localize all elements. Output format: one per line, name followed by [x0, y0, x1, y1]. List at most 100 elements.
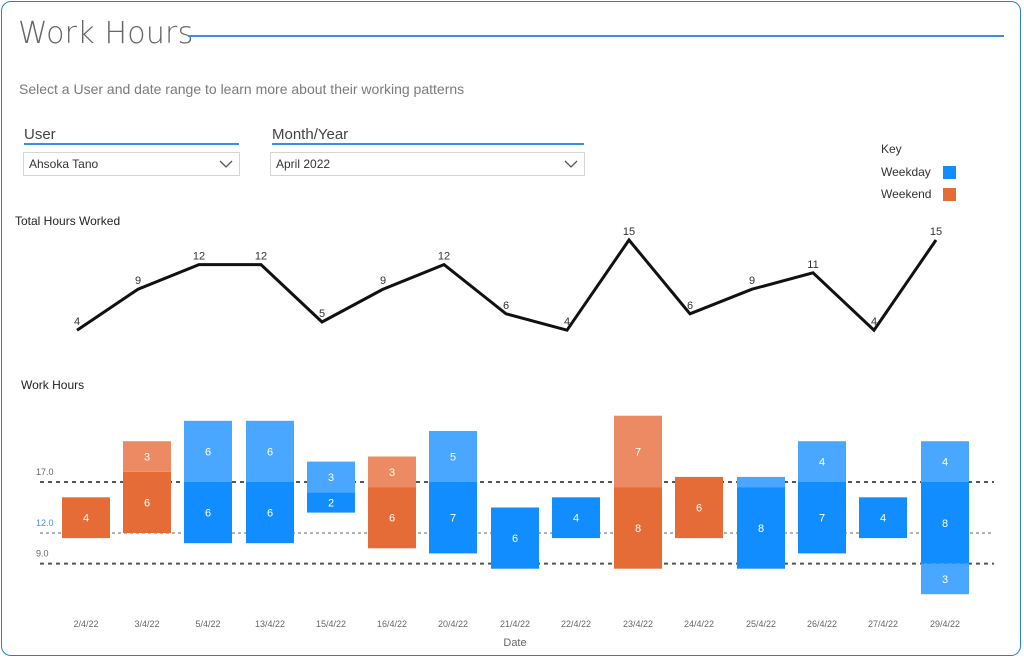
bar-segment-label: 7 [635, 446, 641, 458]
x-tick-label: 26/4/22 [807, 619, 837, 629]
x-tick-label: 27/4/22 [868, 619, 898, 629]
bar-segment-label: 4 [880, 513, 886, 525]
reference-line-label: 9.0 [36, 549, 49, 559]
month-select-value: April 2022 [276, 157, 331, 171]
bar-segment-label: 7 [450, 513, 456, 525]
bar-segment-label: 6 [696, 503, 702, 515]
x-tick-label: 3/4/22 [134, 619, 159, 629]
x-tick-label: 24/4/22 [684, 619, 714, 629]
bar-segment[interactable] [307, 492, 355, 513]
key-weekday-swatch [943, 166, 956, 179]
x-tick-label: 13/4/22 [255, 619, 285, 629]
bar-segment-label: 8 [942, 518, 948, 530]
user-select[interactable]: Ahsoka Tano [23, 152, 240, 176]
bar-segment[interactable] [246, 420, 294, 482]
line-data-label: 4 [871, 316, 877, 328]
bar-segment[interactable] [921, 563, 969, 595]
x-tick-label: 21/4/22 [500, 619, 530, 629]
bar-segment[interactable] [798, 482, 846, 554]
bar-segment[interactable] [552, 497, 600, 539]
bar-segment[interactable] [921, 441, 969, 482]
key-weekend: Weekend [881, 187, 931, 201]
key-weekend-swatch [943, 188, 956, 201]
bar-segment-label: 4 [942, 457, 948, 469]
total-hours-title: Total Hours Worked [15, 214, 121, 228]
bar-segment[interactable] [62, 497, 110, 539]
line-data-label: 9 [380, 275, 386, 287]
line-data-label: 5 [319, 308, 325, 320]
total-hours-line [76, 237, 938, 333]
bar-segment[interactable] [123, 471, 171, 533]
bar-segment-label: 7 [819, 513, 825, 525]
bar-segment[interactable] [368, 487, 416, 549]
x-tick-label: 2/4/22 [73, 619, 98, 629]
bar-segment[interactable] [123, 441, 171, 472]
bar-segment-label: 4 [83, 513, 89, 525]
bar-segment[interactable] [859, 497, 907, 539]
bar-segment-label: 3 [144, 452, 150, 464]
bar-segment-label: 4 [819, 457, 825, 469]
line-data-label: 12 [438, 251, 450, 263]
bar-segment-label: 8 [635, 523, 641, 535]
bar-segment[interactable] [675, 476, 723, 539]
user-select-value: Ahsoka Tano [29, 157, 99, 171]
key-weekday-label: Weekday [881, 165, 931, 179]
bar-segment[interactable] [798, 441, 846, 482]
bar-segment[interactable] [246, 482, 294, 544]
bar-segment[interactable] [491, 507, 539, 569]
bar-segment[interactable] [429, 482, 477, 554]
bar-segment[interactable] [368, 456, 416, 488]
user-filter-label: User [24, 126, 56, 143]
bar-segment-label: 6 [512, 533, 518, 545]
bar-segment[interactable] [614, 415, 662, 488]
bar-segment[interactable] [184, 420, 232, 482]
x-tick-label: 16/4/22 [377, 619, 407, 629]
total-hours-line-chart: 4 9 12 12 5 9 12 6 4 15 6 9 11 4 15 [74, 226, 942, 333]
month-select[interactable]: April 2022 [270, 152, 585, 176]
work-hours-title: Work Hours [21, 378, 85, 392]
month-filter-underline [272, 143, 584, 145]
line-data-label: 4 [564, 316, 570, 328]
line-data-label: 9 [749, 275, 755, 287]
key-weekend-label: Weekend [881, 187, 932, 201]
line-data-label: 15 [930, 226, 942, 238]
line-data-label: 9 [135, 275, 141, 287]
bar-segment[interactable] [184, 482, 232, 544]
x-tick-label: 29/4/22 [930, 619, 960, 629]
bar-segment-label: 3 [328, 472, 334, 484]
line-data-label: 15 [623, 226, 635, 238]
bar-segment[interactable] [921, 482, 969, 564]
chevron-down-icon [564, 160, 578, 168]
bar-segment[interactable] [429, 431, 477, 482]
x-tick-label: 22/4/22 [561, 619, 591, 629]
reference-line-label: 12.0 [36, 518, 54, 528]
bar-segment-label: 6 [205, 446, 211, 458]
bar-segment[interactable] [737, 487, 785, 569]
line-data-label: 4 [74, 316, 80, 328]
x-tick-label: 25/4/22 [746, 619, 776, 629]
bar-segment-label: 6 [389, 513, 395, 525]
bar-segment-label: 4 [573, 513, 579, 525]
x-tick-label: 23/4/22 [623, 619, 653, 629]
bar-segment-label: 8 [758, 523, 764, 535]
line-data-label: 12 [255, 251, 267, 263]
bar-segment-label: 2 [328, 497, 334, 509]
bar-segment[interactable] [737, 476, 785, 488]
page-subtitle: Select a User and date range to learn mo… [19, 81, 465, 97]
line-data-label: 6 [687, 300, 693, 312]
line-data-label: 12 [193, 251, 205, 263]
bar-segment[interactable] [307, 461, 355, 493]
user-filter-underline [24, 143, 239, 145]
bar-segment-label: 5 [450, 452, 456, 464]
bar-segment[interactable] [614, 487, 662, 569]
title-rule [188, 35, 1004, 37]
bar-segment-label: 3 [389, 467, 395, 479]
x-tick-label: 5/4/22 [195, 619, 220, 629]
x-tick-label: 20/4/22 [438, 619, 468, 629]
x-axis-title: Date [503, 637, 526, 649]
reference-line-label: 17.0 [36, 467, 54, 477]
bar-segment-label: 6 [267, 508, 273, 520]
x-tick-label: 15/4/22 [316, 619, 346, 629]
bar-segment-label: 6 [267, 446, 273, 458]
